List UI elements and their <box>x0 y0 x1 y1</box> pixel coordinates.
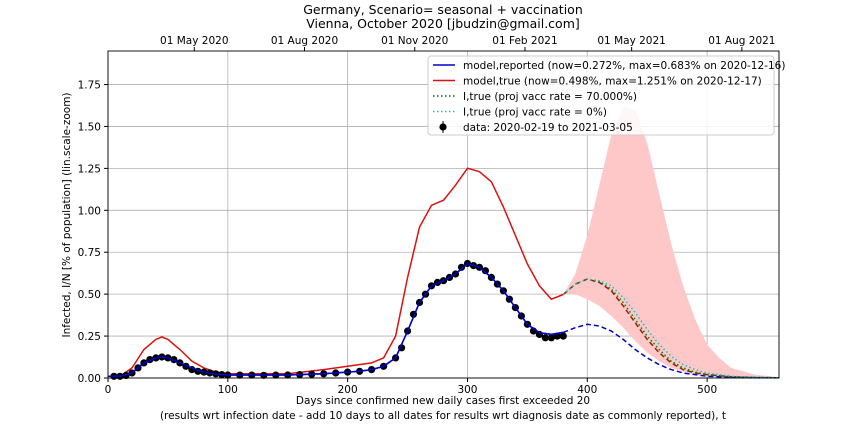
top-axis-label: 01 Aug 2020 <box>271 35 338 47</box>
plot-frame <box>107 50 780 379</box>
y-axis-label: Infected, I/N [% of population] (lin.sca… <box>61 92 73 337</box>
top-axis-label: 01 Nov 2020 <box>381 35 448 47</box>
projection-band <box>563 106 779 379</box>
legend-label: I,true (proj vacc rate = 70.000%) <box>463 91 637 103</box>
chart-subtitle: Vienna, October 2020 [jbudzin@gmail.com] <box>306 16 580 31</box>
series-line-reported_proj <box>563 323 780 379</box>
legend: model,reported (now=0.272%, max=0.683% o… <box>427 55 785 136</box>
top-axis-label: 01 May 2020 <box>160 35 228 47</box>
axes: 0 100 200 300 400 500 0.00 0.25 0.50 0.75 1.00 1.25… <box>78 35 780 396</box>
y-tick-label: 0.75 <box>78 247 101 259</box>
legend-label: I,true (proj vacc rate = 0%) <box>463 107 607 119</box>
legend-label: model,true (now=0.498%, max=1.251% on 20… <box>463 76 762 88</box>
series-line-true_proj <box>562 278 780 379</box>
x-tick-label: 200 <box>338 384 358 396</box>
top-axis-label: 01 May 2021 <box>597 35 665 47</box>
data-points <box>108 259 567 380</box>
series-line-vacc0 <box>562 278 780 379</box>
legend-marker <box>439 123 447 131</box>
x-tick-label: 100 <box>218 384 238 396</box>
y-tick-label: 1.75 <box>78 80 101 92</box>
x-axis-label: Days since confirmed new daily cases fir… <box>296 395 590 407</box>
series-line-true <box>108 167 564 378</box>
legend-box <box>427 55 775 136</box>
data-point <box>541 334 549 342</box>
data-point <box>481 267 489 275</box>
data-point <box>547 334 555 342</box>
data-point <box>559 332 567 340</box>
legend-label: model,reported (now=0.272%, max=0.683% o… <box>463 60 785 72</box>
chart-title: Germany, Scenario= seasonal + vaccinatio… <box>303 2 583 17</box>
y-tick-label: 1.50 <box>78 121 101 133</box>
y-tick-label: 1.00 <box>78 205 101 217</box>
x-tick-label: 400 <box>577 384 597 396</box>
y-tick-label: 1.25 <box>78 163 101 175</box>
x-tick-label: 0 <box>105 384 112 396</box>
y-tick-label: 0.50 <box>78 289 101 301</box>
x-axis-label-note: (results wrt infection date - add 10 day… <box>160 410 726 422</box>
x-tick-label: 300 <box>457 384 477 396</box>
x-tick-label: 500 <box>697 384 717 396</box>
top-axis-label: 01 Aug 2021 <box>708 35 775 47</box>
y-tick-label: 0.00 <box>78 373 101 385</box>
top-axis-label: 01 Feb 2021 <box>492 35 557 47</box>
series-line-reported-overlay <box>108 262 564 378</box>
confidence-band <box>563 106 779 379</box>
legend-label: data: 2020-02-19 to 2021-03-05 <box>463 122 633 134</box>
y-tick-label: 0.25 <box>78 331 101 343</box>
data-point <box>457 263 466 271</box>
